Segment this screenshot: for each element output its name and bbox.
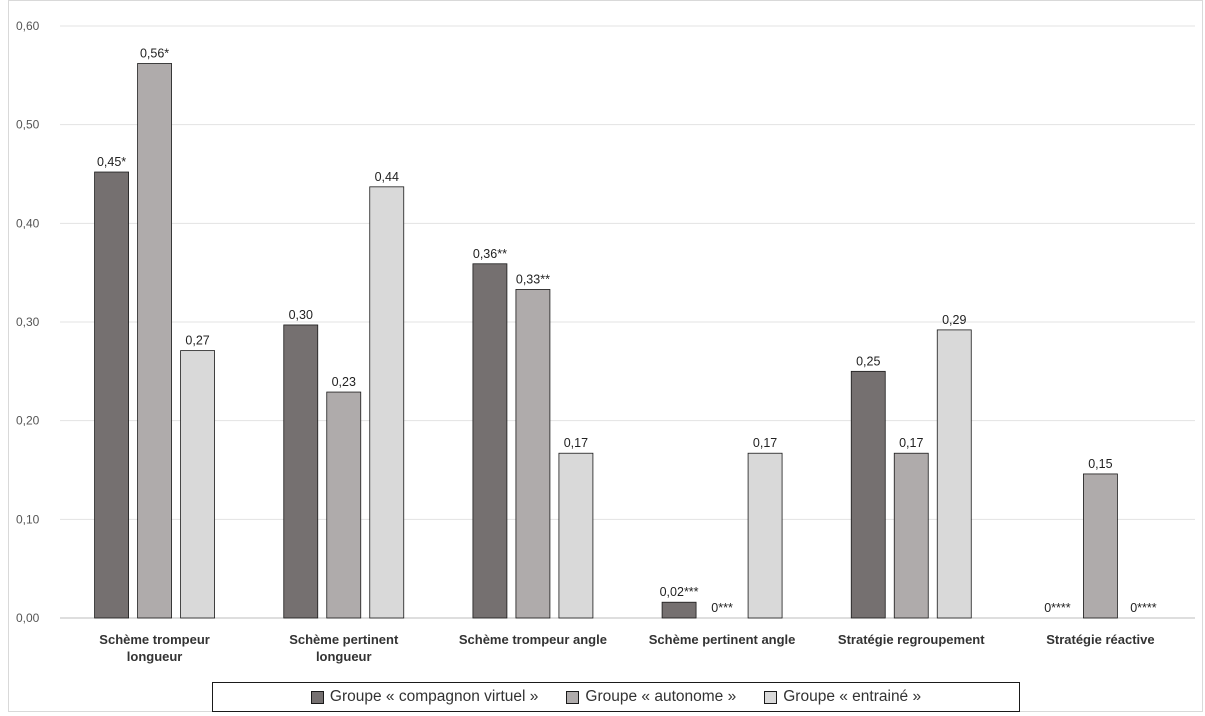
- bar-chart: 0,00 0,10 0,20 0,30 0,40 0,50 0,60 0,45* 0,56* 0,…: [0, 0, 1205, 680]
- bar: [284, 325, 318, 618]
- bar: [95, 172, 129, 618]
- data-label: 0,17: [753, 436, 777, 450]
- data-label: 0,27: [185, 334, 209, 348]
- data-label: 0,45*: [97, 155, 126, 169]
- bar: [516, 289, 550, 618]
- bar: [894, 453, 928, 618]
- chart-legend: Groupe « compagnon virtuel » Groupe « au…: [212, 682, 1020, 712]
- data-label: 0,33**: [516, 272, 550, 286]
- legend-swatch-autonome: [566, 691, 579, 704]
- y-tick-label: 0,40: [16, 216, 40, 230]
- bar: [748, 453, 782, 618]
- bar: [138, 63, 172, 618]
- data-label: 0,36**: [473, 247, 507, 261]
- data-label: 0****: [1044, 601, 1071, 615]
- legend-label-autonome: Groupe « autonome »: [585, 688, 736, 706]
- legend-swatch-entraine: [764, 691, 777, 704]
- data-label: 0,02***: [660, 585, 699, 599]
- legend-label-entraine: Groupe « entrainé »: [783, 688, 921, 706]
- legend-swatch-compagnon-virtuel: [311, 691, 324, 704]
- y-tick-label: 0,10: [16, 512, 40, 526]
- legend-item-autonome: Groupe « autonome »: [566, 688, 736, 706]
- bar: [937, 330, 971, 618]
- x-tick-label: Stratégie réactive: [1046, 632, 1154, 647]
- bar: [851, 371, 885, 618]
- data-label: 0,29: [942, 313, 966, 327]
- legend-item-compagnon-virtuel: Groupe « compagnon virtuel »: [311, 688, 539, 706]
- y-tick-label: 0,60: [16, 19, 40, 33]
- bar: [662, 602, 696, 618]
- y-tick-label: 0,30: [16, 315, 40, 329]
- legend-item-entraine: Groupe « entrainé »: [764, 688, 921, 706]
- bar: [559, 453, 593, 618]
- bar: [1083, 474, 1117, 618]
- bar: [181, 351, 215, 618]
- data-label: 0***: [711, 601, 733, 615]
- x-tick-label: Schème pertinent: [289, 632, 399, 647]
- x-tick-label: longueur: [316, 649, 372, 664]
- x-tick-label: Schème trompeur angle: [459, 632, 607, 647]
- y-tick-label: 0,20: [16, 414, 40, 428]
- x-tick-label: Schème pertinent angle: [649, 632, 796, 647]
- data-label: 0,15: [1088, 457, 1112, 471]
- data-label: 0,23: [332, 375, 356, 389]
- x-tick-label: Schème trompeur: [99, 632, 210, 647]
- data-label: 0****: [1130, 601, 1157, 615]
- bar: [327, 392, 361, 618]
- data-label: 0,30: [289, 308, 313, 322]
- y-tick-label: 0,00: [16, 611, 40, 625]
- bar: [473, 264, 507, 618]
- x-tick-label: longueur: [127, 649, 183, 664]
- data-label: 0,25: [856, 354, 880, 368]
- legend-label-compagnon-virtuel: Groupe « compagnon virtuel »: [330, 688, 539, 706]
- data-label: 0,44: [375, 170, 399, 184]
- bar: [370, 187, 404, 618]
- y-tick-label: 0,50: [16, 118, 40, 132]
- x-tick-label: Stratégie regroupement: [838, 632, 985, 647]
- data-label: 0,17: [564, 436, 588, 450]
- data-label: 0,17: [899, 436, 923, 450]
- data-label: 0,56*: [140, 46, 169, 60]
